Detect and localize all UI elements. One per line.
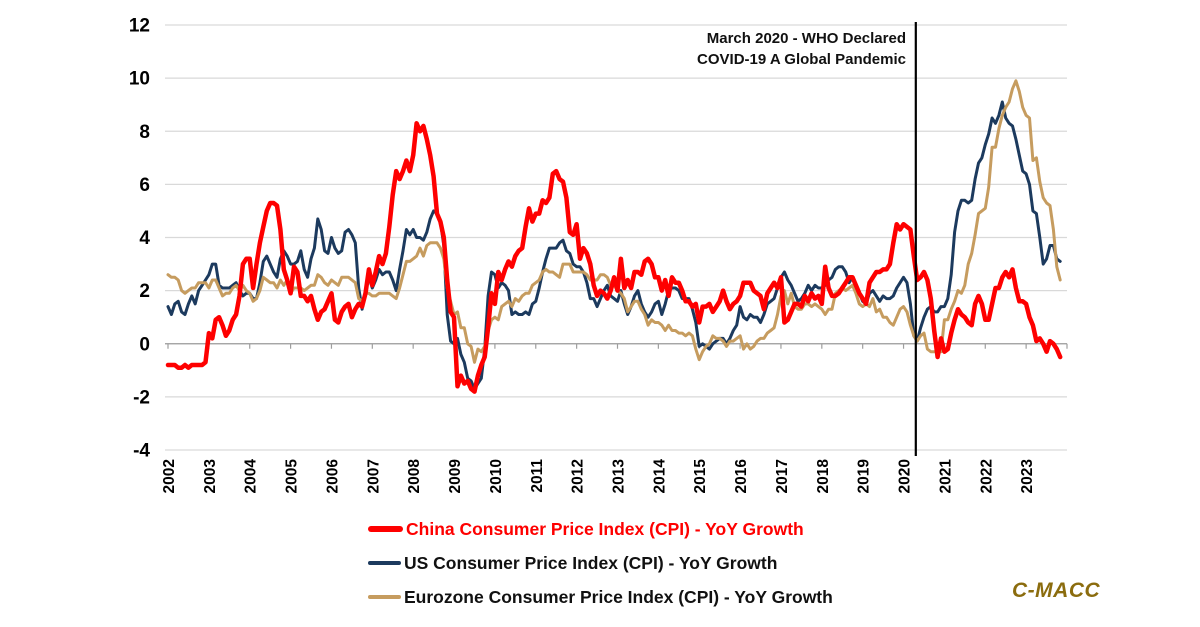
x-tick-label-2006: 2006 bbox=[324, 459, 341, 494]
pandemic-annotation-line2: COVID-19 A Global Pandemic bbox=[697, 51, 906, 68]
us-line-swatch bbox=[368, 561, 401, 565]
legend: China Consumer Price Index (CPI) - YoY G… bbox=[368, 512, 833, 614]
x-tick-label-2020: 2020 bbox=[897, 459, 914, 493]
y-tick-label-12: 12 bbox=[129, 16, 150, 37]
x-tick-label-2018: 2018 bbox=[815, 459, 832, 494]
x-tick-label-2014: 2014 bbox=[651, 459, 668, 494]
y-tick-label-0: 0 bbox=[139, 334, 150, 355]
legend-item-us: US Consumer Price Index (CPI) - YoY Grow… bbox=[368, 546, 833, 580]
legend-label-eurozone: Eurozone Consumer Price Index (CPI) - Yo… bbox=[404, 586, 833, 607]
x-tick-label-2003: 2003 bbox=[202, 459, 219, 494]
x-tick-label-2015: 2015 bbox=[692, 459, 709, 494]
china-line-swatch bbox=[368, 526, 403, 532]
y-tick-label-10: 10 bbox=[129, 69, 150, 90]
china-cpi-line bbox=[165, 121, 1063, 394]
x-tick-label-2017: 2017 bbox=[774, 459, 791, 493]
legend-label-china: China Consumer Price Index (CPI) - YoY G… bbox=[406, 518, 804, 539]
legend-item-china: China Consumer Price Index (CPI) - YoY G… bbox=[368, 512, 833, 546]
eurozone-cpi-line bbox=[166, 79, 1062, 364]
y-tick-label-4: 4 bbox=[139, 228, 150, 249]
y-tick-label-2: 2 bbox=[139, 281, 150, 302]
x-tick-label-2012: 2012 bbox=[570, 459, 587, 493]
x-tick-label-2002: 2002 bbox=[161, 459, 178, 493]
x-tick-label-2005: 2005 bbox=[284, 459, 301, 494]
x-tick-label-2021: 2021 bbox=[937, 459, 954, 494]
pandemic-annotation-line1: March 2020 - WHO Declared bbox=[706, 30, 906, 47]
x-tick-label-2008: 2008 bbox=[406, 459, 423, 494]
x-tick-label-2009: 2009 bbox=[447, 459, 464, 494]
x-tick-label-2004: 2004 bbox=[243, 459, 260, 494]
x-tick-label-2022: 2022 bbox=[978, 459, 995, 493]
x-tick-label-2023: 2023 bbox=[1019, 459, 1036, 494]
legend-item-eurozone: Eurozone Consumer Price Index (CPI) - Yo… bbox=[368, 580, 833, 614]
x-tick-label-2016: 2016 bbox=[733, 459, 750, 494]
x-tick-label-2010: 2010 bbox=[488, 459, 505, 493]
y-tick-label-6: 6 bbox=[139, 175, 150, 196]
x-tick-label-2011: 2011 bbox=[529, 459, 546, 493]
cmacc-logo: C-MACC bbox=[1012, 579, 1101, 602]
x-tick-label-2013: 2013 bbox=[610, 459, 627, 494]
us-cpi-line bbox=[166, 100, 1062, 391]
legend-label-us: US Consumer Price Index (CPI) - YoY Grow… bbox=[404, 552, 778, 573]
pandemic-annotation: March 2020 - WHO Declared COVID-19 A Glo… bbox=[697, 28, 906, 70]
y-tick-label-8: 8 bbox=[139, 122, 150, 143]
x-tick-label-2007: 2007 bbox=[365, 459, 382, 493]
eurozone-line-swatch bbox=[368, 595, 401, 599]
y-tick-label--4: -4 bbox=[133, 441, 150, 462]
y-tick-label--2: -2 bbox=[133, 387, 150, 408]
x-tick-label-2019: 2019 bbox=[856, 459, 873, 494]
